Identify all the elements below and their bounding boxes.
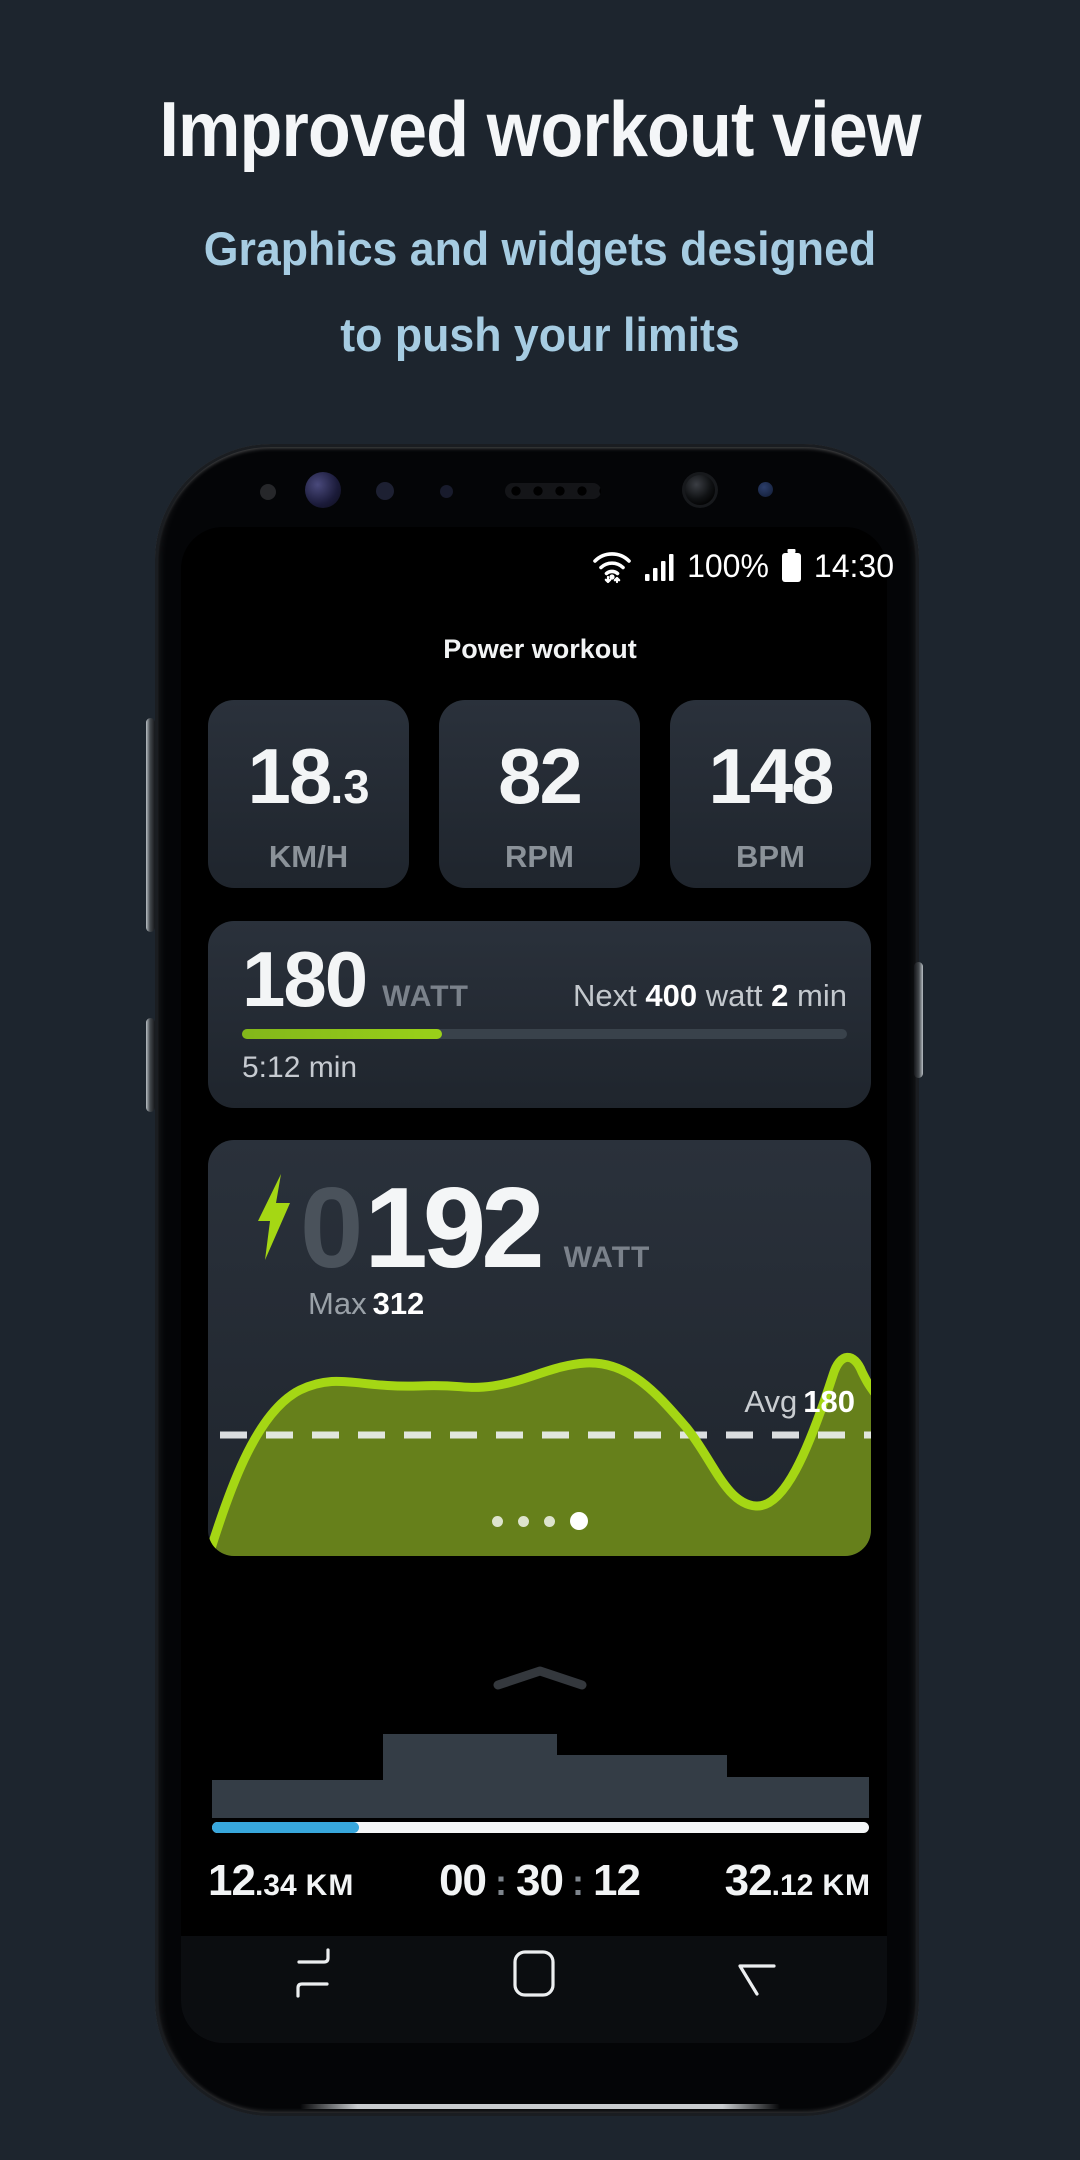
power-chart-card[interactable]: 0 192 WATT Max 312 Avg 180 (208, 1140, 871, 1556)
route-elevation-chart (212, 1734, 869, 1818)
workout-title: Power workout (443, 634, 637, 664)
interval-header: 180 WATT Next 400 watt 2 min (242, 937, 847, 1021)
sensor-dot-icon (376, 482, 394, 500)
earpiece-speaker (505, 483, 601, 499)
status-bar: 100% 14:30 (591, 546, 894, 586)
pager-dot[interactable] (569, 1512, 588, 1530)
max-power-label: Max 312 (308, 1286, 425, 1321)
clock-label: 14:30 (813, 547, 894, 584)
interval-card[interactable]: 180 WATT Next 400 watt 2 min 5:12 min (208, 921, 871, 1108)
distance-total-label: 32.12 KM (724, 1856, 871, 1905)
subtitle-line-2: to push your limits (340, 308, 740, 361)
iris-scanner-icon (305, 472, 341, 508)
cellular-signal-icon (645, 551, 675, 581)
page-subtitle: Graphics and widgets designed to push yo… (27, 206, 1053, 378)
route-progress-fill (212, 1822, 360, 1833)
card-pager-dots[interactable] (208, 1512, 871, 1530)
elevation-segment (556, 1755, 728, 1818)
home-button[interactable] (513, 1950, 555, 1997)
current-power-unit: WATT (563, 1241, 651, 1274)
speed-value: 18.3 (247, 732, 370, 820)
power-curve-stroke (208, 1352, 871, 1556)
target-watt-unit: WATT (382, 980, 469, 1013)
battery-icon (781, 549, 802, 583)
leading-zero: 0 (300, 1165, 363, 1292)
power-area-chart (208, 1352, 871, 1556)
session-time-label: 00:30:12 (439, 1856, 641, 1905)
heart-rate-value: 148 (708, 732, 834, 820)
speed-card[interactable]: 18.3 KM/H (208, 700, 409, 888)
pager-dot[interactable] (517, 1515, 529, 1527)
pager-dot[interactable] (491, 1515, 503, 1527)
session-summary: 12.34 KM 00:30:12 32.12 KM (208, 1856, 871, 1906)
elevation-segment (727, 1776, 869, 1818)
interval-elapsed-label: 5:12 min (242, 1051, 358, 1084)
interval-progress-fill (242, 1029, 442, 1039)
chevron-up-handle[interactable] (490, 1664, 590, 1692)
front-camera-icon (682, 472, 718, 508)
battery-percent-label: 100% (687, 547, 769, 584)
elevation-segment (382, 1734, 557, 1818)
notification-led-icon (758, 482, 773, 497)
heart-rate-unit: BPM (736, 839, 805, 874)
target-watt-value: 180 (242, 935, 368, 1023)
speed-unit: KM/H (268, 839, 349, 874)
volume-button (146, 718, 155, 932)
cadence-value: 82 (498, 732, 583, 820)
cadence-card[interactable]: 82 RPM (439, 700, 640, 888)
avg-power-label: Avg 180 (744, 1384, 855, 1419)
bixby-button (146, 1018, 155, 1112)
cadence-unit: RPM (505, 839, 574, 874)
power-area-fill (208, 1357, 871, 1556)
sensor-dot-icon (440, 485, 453, 498)
distance-done-label: 12.34 KM (208, 1856, 355, 1905)
pager-dot[interactable] (543, 1515, 555, 1527)
subtitle-line-1: Graphics and widgets designed (203, 222, 877, 275)
elevation-segment (212, 1780, 383, 1818)
heart-rate-card[interactable]: 148 BPM (670, 700, 871, 888)
wifi-icon (591, 548, 633, 584)
route-progress-track (212, 1822, 869, 1833)
page-title: Improved workout view (159, 85, 921, 173)
power-button (914, 962, 923, 1078)
proximity-sensor-icon (260, 484, 276, 500)
lightning-bolt-icon (256, 1174, 292, 1260)
current-power-readout: 0 192 WATT (300, 1154, 650, 1333)
back-button[interactable] (733, 1955, 777, 1997)
interval-progress-track (242, 1029, 847, 1039)
next-interval-label: Next 400 watt 2 min (572, 978, 847, 1013)
recents-button[interactable] (295, 1948, 331, 1998)
phone-bottom-rim (300, 2104, 780, 2109)
current-power-value: 192 (364, 1165, 544, 1292)
